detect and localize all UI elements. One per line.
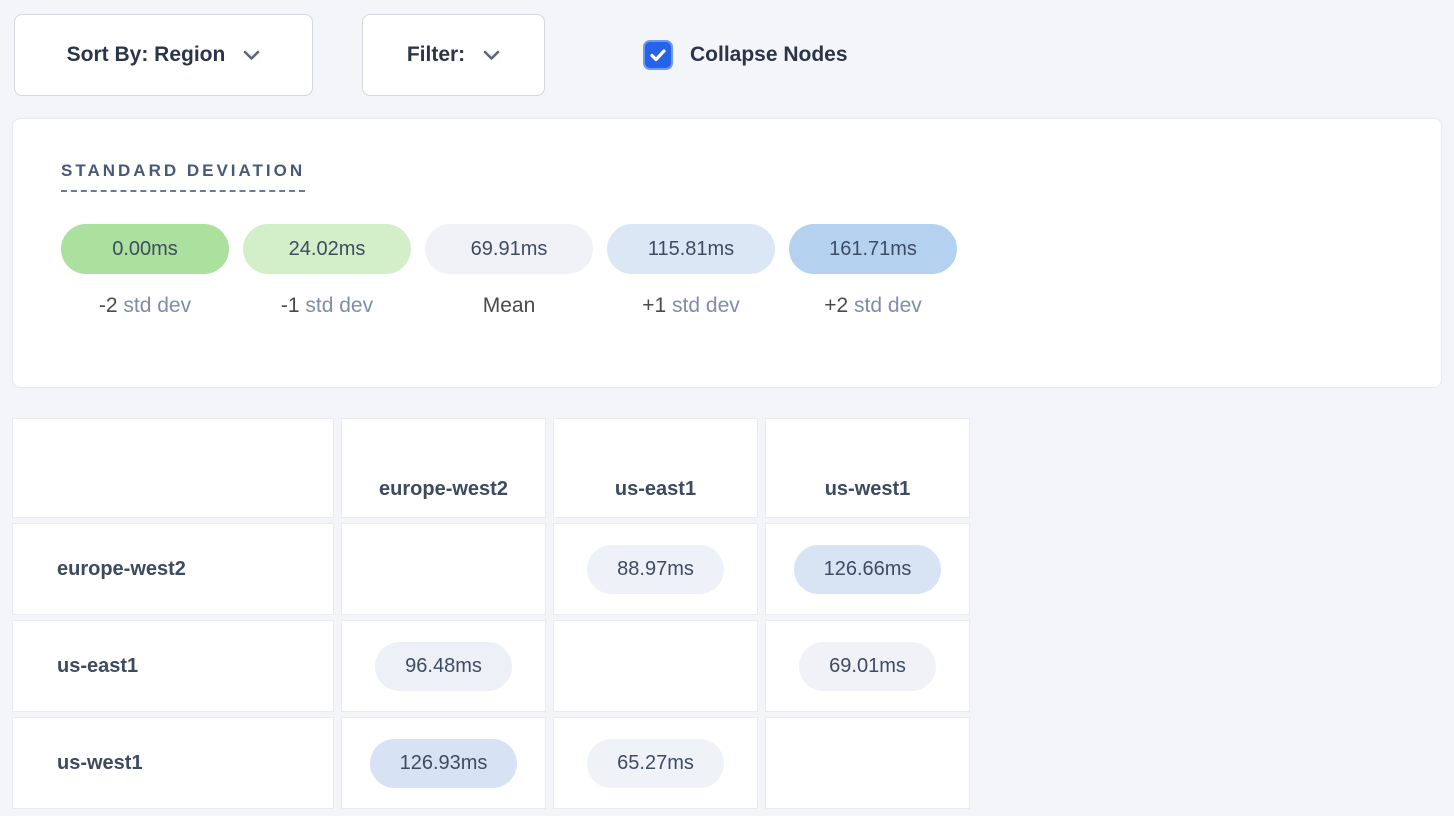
legend-label: Mean [482,294,536,317]
matrix-row-header: us-east1 [12,620,334,712]
legend-label: -1 std dev [280,294,374,317]
std-dev-legend: 0.00ms -2 std dev 24.02ms -1 std dev 69.… [61,224,1441,318]
matrix-cell-empty [341,523,546,615]
legend-pill: 69.91ms [425,224,593,274]
latency-pill: 96.48ms [375,641,512,691]
matrix-cell: 69.01ms [765,620,970,712]
filter-label: Filter: [406,43,466,66]
legend-pill: 115.81ms [607,224,775,274]
chevron-down-icon [483,50,500,60]
toolbar: Sort By: Region Filter: Collapse Nodes [0,0,1454,96]
sort-by-label: Sort By: Region [66,43,226,66]
matrix-cell-empty [553,620,758,712]
legend-pill: 0.00ms [61,224,229,274]
latency-pill: 88.97ms [587,544,724,594]
legend-item: 115.81ms +1 std dev [607,224,775,318]
std-dev-panel: STANDARD DEVIATION 0.00ms -2 std dev 24.… [12,118,1442,388]
collapse-nodes-label: Collapse Nodes [690,43,848,66]
chevron-down-icon [244,50,260,60]
legend-label: -2 std dev [98,294,192,317]
latency-matrix: europe-west2 us-east1 us-west1 europe-we… [12,418,970,809]
std-dev-title: STANDARD DEVIATION [61,161,306,192]
legend-label: +1 std dev [642,294,740,317]
legend-item: 161.71ms +2 std dev [789,224,957,318]
checkmark-icon [650,48,666,61]
latency-pill: 65.27ms [587,738,724,788]
sort-by-dropdown[interactable]: Sort By: Region [14,14,313,96]
matrix-cell: 65.27ms [553,717,758,809]
legend-label: +2 std dev [824,294,922,317]
collapse-nodes-control[interactable]: Collapse Nodes [643,40,848,70]
matrix-column-header: us-east1 [553,418,758,518]
latency-pill: 69.01ms [799,641,936,691]
matrix-corner-cell [12,418,334,518]
matrix-row-header: us-west1 [12,717,334,809]
latency-pill: 126.93ms [369,738,518,788]
latency-pill: 126.66ms [793,544,942,594]
matrix-cell: 126.66ms [765,523,970,615]
collapse-nodes-checkbox[interactable] [643,40,673,70]
legend-item: 69.91ms Mean [425,224,593,318]
matrix-cell: 126.93ms [341,717,546,809]
matrix-row-header: europe-west2 [12,523,334,615]
matrix-column-header: us-west1 [765,418,970,518]
matrix-cell: 96.48ms [341,620,546,712]
matrix-cell-empty [765,717,970,809]
legend-pill: 161.71ms [789,224,957,274]
matrix-cell: 88.97ms [553,523,758,615]
matrix-column-header: europe-west2 [341,418,546,518]
filter-dropdown[interactable]: Filter: [362,14,545,96]
legend-item: 24.02ms -1 std dev [243,224,411,318]
legend-pill: 24.02ms [243,224,411,274]
legend-item: 0.00ms -2 std dev [61,224,229,318]
